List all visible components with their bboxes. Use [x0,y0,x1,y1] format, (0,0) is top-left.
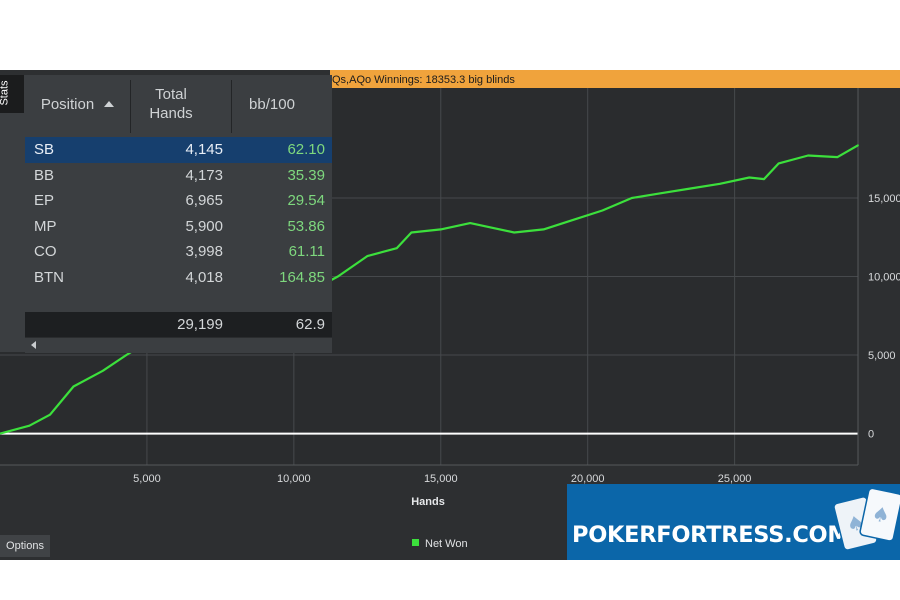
stats-cell-hands: 4,145 [185,141,223,158]
net-won-point [0,432,1,435]
stats-cell-position: CO [34,243,57,260]
stats-cell-position: EP [34,192,55,209]
x-tick-label: 20,000 [571,473,605,485]
stats-cell-position: SB [34,141,55,158]
stats-row-bb[interactable]: BB 4,173 35.39 [25,163,332,189]
stats-cell-position: BTN [34,268,64,286]
chart-legend: Net Won [412,537,468,551]
hand-history-graph-window: Qs,AQo Winnings: 18353.3 big blinds 5,00… [0,70,900,560]
column-header-position[interactable]: Position [25,75,130,133]
stats-cell-bb100: 53.86 [287,217,325,235]
net-won-point [630,197,633,199]
net-won-point [748,176,751,179]
column-header-total-hands[interactable]: Total Hands [131,75,211,133]
net-won-point [857,144,859,147]
stats-cell-bb100: 62.10 [287,141,325,158]
stats-row-btn[interactable]: BTN 4,018 164.85 [25,265,332,291]
net-won-point [410,231,413,234]
column-header-total-hands-label: Total Hands [149,86,193,122]
total-bb100-value: 62.9 [295,316,325,333]
net-won-point [513,231,516,234]
x-tick-label: 15,000 [424,473,458,485]
net-won-point [439,228,442,231]
stats-totals-row: 29,199 62.9 [25,312,332,337]
stats-row-mp[interactable]: MP 5,900 53.86 [25,214,332,240]
y-tick-label: 0 [868,429,874,441]
pokerfortress-banner: POKERFORTRESS.COM ♠ ♠ [567,484,900,560]
net-won-point [719,182,721,185]
stats-cell-position: MP [34,217,57,235]
y-tick-label: 10,000 [868,272,900,284]
stats-cell-hands: 4,173 [185,166,223,184]
playing-cards-icon: ♠ ♠ [833,487,900,551]
winnings-header-bar: Qs,AQo Winnings: 18353.3 big blinds [330,70,900,88]
stats-cell-bb100: 61.11 [288,243,325,260]
svg-text:♠: ♠ [870,501,893,528]
column-divider[interactable] [231,80,232,133]
net-won-point [395,247,398,250]
net-won-point [366,255,369,257]
net-won-point [125,354,128,356]
x-tick-label: 10,000 [277,473,311,485]
net-won-point [763,178,765,181]
stats-panel: Position Total Hands bb/100 SB 4,145 62.10… [0,75,332,353]
stats-row-ep[interactable]: EP 6,965 29.54 [25,188,332,214]
stats-cell-hands: 4,018 [185,268,223,286]
net-won-legend-swatch [412,539,419,546]
column-divider[interactable] [130,80,131,133]
net-won-point [777,162,780,165]
pokerfortress-logo-text: POKERFORTRESS.COM [572,522,850,548]
stats-cell-position: BB [34,166,55,184]
net-won-point [469,222,472,224]
net-won-point [72,385,75,388]
net-won-legend-label: Net Won [425,538,468,550]
stats-cell-bb100: 35.39 [287,166,325,184]
stats-table-body: SB 4,145 62.10 BB 4,173 35.39 EP 6,965 29.54 MP 5,… [25,137,332,290]
stats-cell-hands: 6,965 [185,192,223,209]
stats-tab-label: Stats [0,80,11,106]
net-won-point [49,413,51,416]
column-header-position-label: Position [40,95,95,113]
net-won-point [660,192,663,195]
stats-row-co[interactable]: CO 3,998 61.11 [25,239,332,265]
horizontal-scrollbar[interactable] [25,337,332,353]
net-won-point [601,209,604,212]
stats-cell-bb100: 164.85 [279,268,325,286]
net-won-point [28,424,31,427]
stats-cell-hands: 5,900 [185,217,223,235]
y-tick-label: 5,000 [868,350,896,362]
sort-ascending-icon [104,101,115,107]
net-won-point [572,219,574,221]
net-won-point [101,369,104,372]
x-axis-title: Hands [411,496,445,508]
scroll-left-arrow-icon[interactable] [25,338,43,353]
net-won-point [689,187,692,190]
net-won-point [542,228,545,231]
options-button[interactable]: Options [0,535,50,557]
stats-cell-bb100: 29.54 [287,192,325,209]
net-won-point [337,275,339,278]
winnings-header-text: Qs,AQo Winnings: 18353.3 big blinds [332,74,515,86]
stats-row-sb[interactable]: SB 4,145 62.10 [25,137,332,163]
y-tick-label: 15,000 [868,193,900,205]
column-header-bb100[interactable]: bb/100 [232,75,312,133]
stats-cell-hands: 3,998 [185,243,223,260]
stats-tab[interactable]: Stats [0,75,24,113]
x-tick-label: 5,000 [133,473,161,485]
total-hands-value: 29,199 [177,316,223,333]
net-won-point [807,154,809,157]
column-header-bb100-label: bb/100 [249,95,295,113]
x-tick-label: 25,000 [718,473,752,485]
net-won-point [483,225,486,228]
net-won-point [836,156,839,159]
